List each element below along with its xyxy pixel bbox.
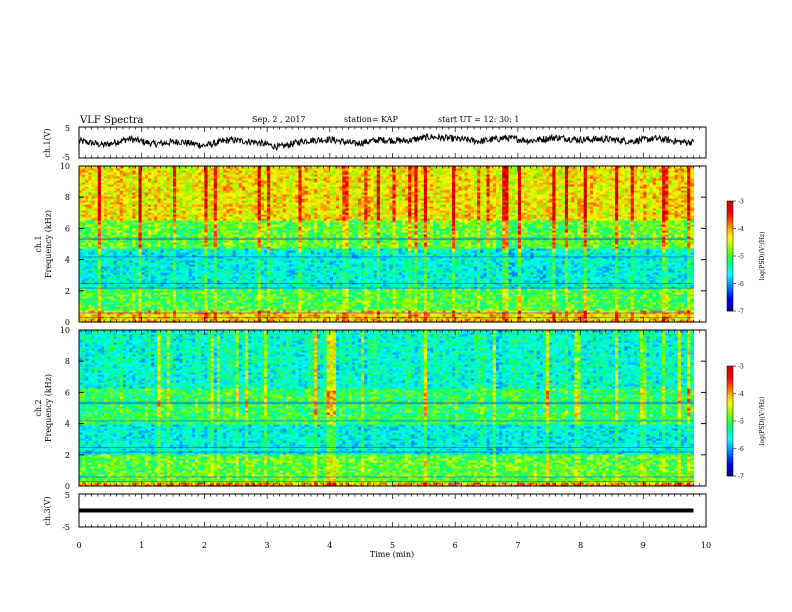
station-label: station= KAP [344, 115, 399, 124]
ch1-trace-line [79, 134, 694, 150]
ch1-waveform-trace [79, 134, 694, 150]
ch1-ytick-bottom: -5 [62, 153, 70, 162]
date-label: Sep. 2 , 2017 [252, 115, 306, 124]
figure-title: VLF Spectra [79, 115, 144, 126]
ch1-waveform-panel: 5 -5 ch.1(V) [43, 124, 706, 162]
start-time-label: start UT = 12: 30: 1 [438, 115, 519, 124]
ch1-spectrogram-image [79, 166, 694, 323]
ch1-ylabel: ch.1(V) [43, 128, 52, 157]
ch1-ytick-top: 5 [65, 124, 70, 133]
